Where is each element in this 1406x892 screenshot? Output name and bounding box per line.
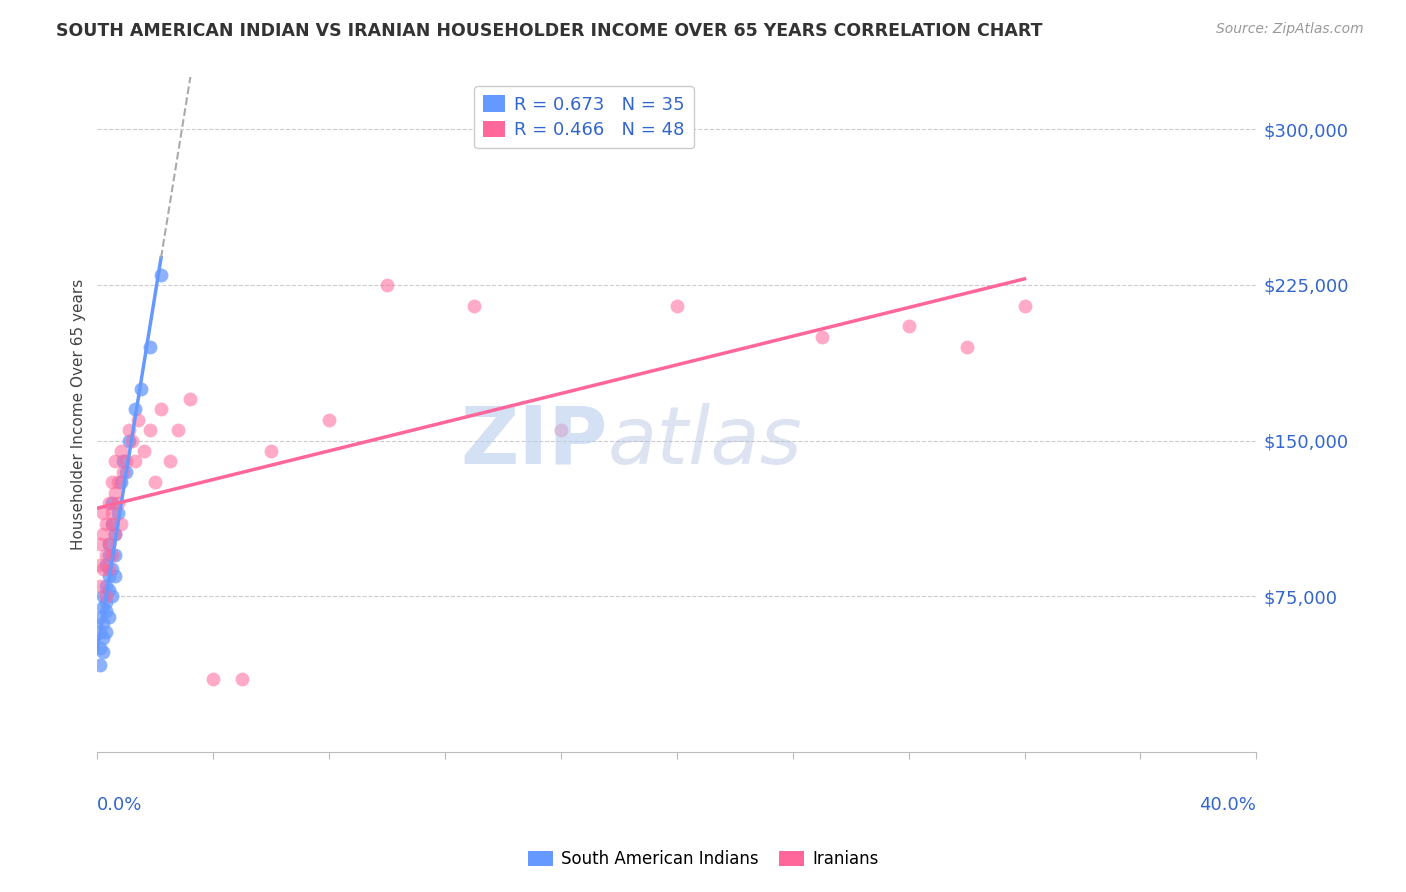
Point: [159, 454, 181, 468]
Point: [179, 392, 201, 406]
Point: [101, 589, 124, 603]
Point: [101, 516, 124, 531]
Point: [91, 562, 114, 576]
Text: 0.0%: 0.0%: [97, 796, 143, 814]
Point: [143, 475, 166, 489]
Y-axis label: Householder Income Over 65 years: Householder Income Over 65 years: [72, 279, 86, 550]
Point: [110, 444, 132, 458]
Point: [89, 610, 111, 624]
Point: [104, 548, 127, 562]
Point: [318, 413, 340, 427]
Point: [118, 434, 141, 448]
Point: [138, 423, 160, 437]
Point: [112, 454, 135, 468]
Text: ZIP: ZIP: [460, 402, 607, 481]
Point: [94, 589, 117, 603]
Point: [94, 595, 117, 609]
Point: [91, 589, 114, 603]
Point: [132, 444, 155, 458]
Point: [463, 299, 485, 313]
Point: [115, 454, 138, 468]
Point: [97, 537, 120, 551]
Point: [97, 496, 120, 510]
Point: [107, 496, 129, 510]
Point: [94, 558, 117, 573]
Point: [124, 454, 146, 468]
Point: [101, 516, 124, 531]
Point: [97, 537, 120, 551]
Point: [94, 624, 117, 639]
Point: [94, 516, 117, 531]
Point: [101, 506, 124, 520]
Point: [101, 496, 124, 510]
Point: [897, 319, 920, 334]
Point: [101, 475, 124, 489]
Point: [118, 423, 141, 437]
Point: [89, 579, 111, 593]
Point: [129, 382, 152, 396]
Point: [89, 641, 111, 656]
Point: [107, 506, 129, 520]
Point: [150, 402, 173, 417]
Point: [202, 673, 225, 687]
Point: [104, 485, 127, 500]
Point: [97, 562, 120, 576]
Point: [91, 631, 114, 645]
Point: [94, 579, 117, 593]
Point: [260, 444, 283, 458]
Point: [104, 454, 127, 468]
Point: [91, 599, 114, 614]
Point: [97, 582, 120, 597]
Point: [101, 548, 124, 562]
Text: atlas: atlas: [607, 402, 801, 481]
Point: [112, 465, 135, 479]
Point: [810, 330, 832, 344]
Point: [97, 610, 120, 624]
Point: [94, 548, 117, 562]
Point: [97, 548, 120, 562]
Point: [97, 568, 120, 582]
Point: [91, 616, 114, 631]
Point: [91, 527, 114, 541]
Point: [110, 475, 132, 489]
Point: [121, 434, 143, 448]
Point: [89, 624, 111, 639]
Point: [91, 645, 114, 659]
Point: [124, 402, 146, 417]
Point: [94, 604, 117, 618]
Point: [107, 475, 129, 489]
Point: [101, 562, 124, 576]
Point: [91, 506, 114, 520]
Text: Source: ZipAtlas.com: Source: ZipAtlas.com: [1216, 22, 1364, 37]
Point: [665, 299, 688, 313]
Point: [1014, 299, 1036, 313]
Point: [89, 558, 111, 573]
Point: [127, 413, 149, 427]
Point: [89, 537, 111, 551]
Point: [104, 527, 127, 541]
Point: [138, 340, 160, 354]
Point: [104, 527, 127, 541]
Point: [375, 277, 398, 292]
Point: [115, 465, 138, 479]
Point: [550, 423, 572, 437]
Text: 40.0%: 40.0%: [1199, 796, 1257, 814]
Point: [104, 568, 127, 582]
Point: [89, 657, 111, 672]
Point: [955, 340, 977, 354]
Point: [150, 268, 173, 282]
Point: [110, 516, 132, 531]
Legend: South American Indians, Iranians: South American Indians, Iranians: [522, 844, 884, 875]
Point: [231, 673, 253, 687]
Text: SOUTH AMERICAN INDIAN VS IRANIAN HOUSEHOLDER INCOME OVER 65 YEARS CORRELATION CH: SOUTH AMERICAN INDIAN VS IRANIAN HOUSEHO…: [56, 22, 1043, 40]
Legend: R = 0.673   N = 35, R = 0.466   N = 48: R = 0.673 N = 35, R = 0.466 N = 48: [474, 87, 693, 148]
Point: [167, 423, 190, 437]
